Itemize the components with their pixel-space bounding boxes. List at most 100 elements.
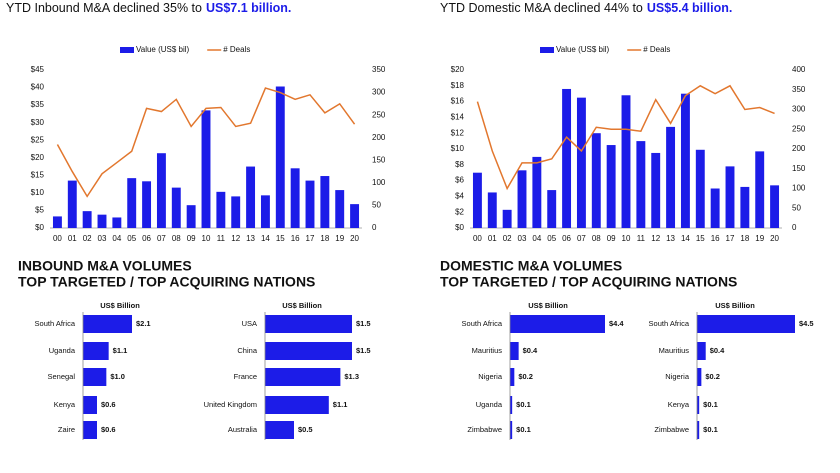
bar (201, 110, 211, 228)
category-label: Nigeria (665, 372, 690, 381)
legend-label: # Deals (643, 45, 670, 54)
bar (547, 190, 557, 228)
value-label: $0.1 (703, 400, 718, 409)
axis-label: US$ Billion (715, 301, 755, 310)
y2-tick-label: 250 (792, 124, 806, 133)
value-label: $0.1 (516, 425, 531, 434)
bar (695, 149, 705, 228)
y-tick-label: $10 (31, 188, 45, 197)
value-label: $1.0 (110, 372, 125, 381)
category-label: Mauritius (659, 346, 690, 355)
bar (142, 181, 152, 228)
y-tick-label: $16 (451, 97, 465, 106)
x-tick-label: 16 (291, 234, 300, 243)
x-tick-label: 05 (547, 234, 556, 243)
bar (666, 126, 676, 228)
x-tick-label: 11 (637, 234, 646, 243)
y2-tick-label: 0 (372, 223, 377, 232)
value-label: $0.6 (101, 400, 116, 409)
bar (246, 166, 256, 228)
y2-tick-label: 250 (372, 110, 386, 119)
category-label: Australia (228, 425, 258, 434)
category-label: United Kingdom (204, 400, 257, 409)
x-tick-label: 08 (592, 234, 601, 243)
line (476, 84, 775, 191)
x-tick-label: 04 (532, 234, 541, 243)
line (56, 87, 356, 198)
x-tick-label: 17 (726, 234, 735, 243)
value-label: $1.3 (344, 372, 359, 381)
y-tick-label: $25 (31, 135, 45, 144)
category-label: Uganda (476, 400, 503, 409)
y2-tick-label: 300 (372, 88, 386, 97)
x-tick-label: 15 (276, 234, 285, 243)
headline: YTD Domestic M&A declined 44% to US$5.4 b… (440, 1, 732, 15)
y2-tick-label: 150 (372, 155, 386, 164)
x-tick-label: 01 (68, 234, 77, 243)
x-tick-label: 16 (711, 234, 720, 243)
bar (770, 185, 780, 228)
bar (532, 156, 542, 228)
category-label: Kenya (668, 400, 690, 409)
y2-tick-label: 350 (372, 65, 386, 74)
x-tick-label: 01 (488, 234, 497, 243)
legend-swatch (540, 47, 554, 53)
bar (67, 180, 77, 228)
category-label: Zaire (58, 425, 75, 434)
value-label: $0.2 (705, 372, 720, 381)
section-subheading: TOP TARGETED / TOP ACQUIRING NATIONS (18, 274, 315, 290)
section-subheading: TOP TARGETED / TOP ACQUIRING NATIONS (440, 274, 737, 290)
y-tick-label: $18 (451, 81, 465, 90)
y-tick-label: $4 (455, 192, 464, 201)
axis-label: US$ Billion (100, 301, 140, 310)
headline-text: YTD Inbound M&A declined 35% to (6, 1, 202, 15)
headline-highlight: US$5.4 billion. (647, 1, 732, 15)
legend-label: # Deals (223, 45, 250, 54)
bar (510, 396, 513, 414)
x-tick-label: 03 (518, 234, 527, 243)
bar (186, 205, 196, 228)
x-tick-label: 07 (577, 234, 586, 243)
y-tick-label: $10 (451, 144, 465, 153)
value-label: $0.2 (518, 372, 533, 381)
x-tick-label: 19 (755, 234, 764, 243)
bar (83, 315, 132, 333)
y-tick-label: $15 (31, 170, 45, 179)
legend-swatch (120, 47, 134, 53)
bar (621, 95, 631, 228)
bar (290, 168, 300, 228)
bar (680, 93, 690, 228)
bar (97, 214, 107, 228)
x-tick-label: 02 (83, 234, 92, 243)
y-tick-label: $6 (455, 176, 464, 185)
bar (335, 190, 345, 228)
x-tick-label: 13 (666, 234, 675, 243)
bar (260, 195, 270, 228)
y2-tick-label: 350 (792, 85, 806, 94)
axis-label: US$ Billion (528, 301, 568, 310)
bar (755, 151, 765, 228)
value-label: $4.4 (609, 319, 624, 328)
category-label: USA (242, 319, 257, 328)
bar (231, 196, 241, 228)
legend-label: Value (US$ bil) (136, 45, 190, 54)
x-tick-label: 10 (622, 234, 631, 243)
section-heading: DOMESTIC M&A VOLUMES (440, 258, 622, 274)
y-tick-label: $0 (35, 223, 44, 232)
bar (350, 204, 360, 228)
bar (517, 170, 527, 228)
value-label: $1.1 (113, 346, 128, 355)
y2-tick-label: 150 (792, 164, 806, 173)
bar (710, 188, 720, 228)
bar (156, 153, 166, 228)
legend-label: Value (US$ bil) (556, 45, 610, 54)
bar (487, 192, 497, 228)
y2-tick-label: 50 (372, 201, 381, 210)
bar (83, 421, 97, 439)
value-label: $0.1 (703, 425, 718, 434)
x-tick-label: 07 (157, 234, 166, 243)
bar (52, 216, 62, 228)
bar (697, 396, 700, 414)
bar (510, 315, 605, 333)
